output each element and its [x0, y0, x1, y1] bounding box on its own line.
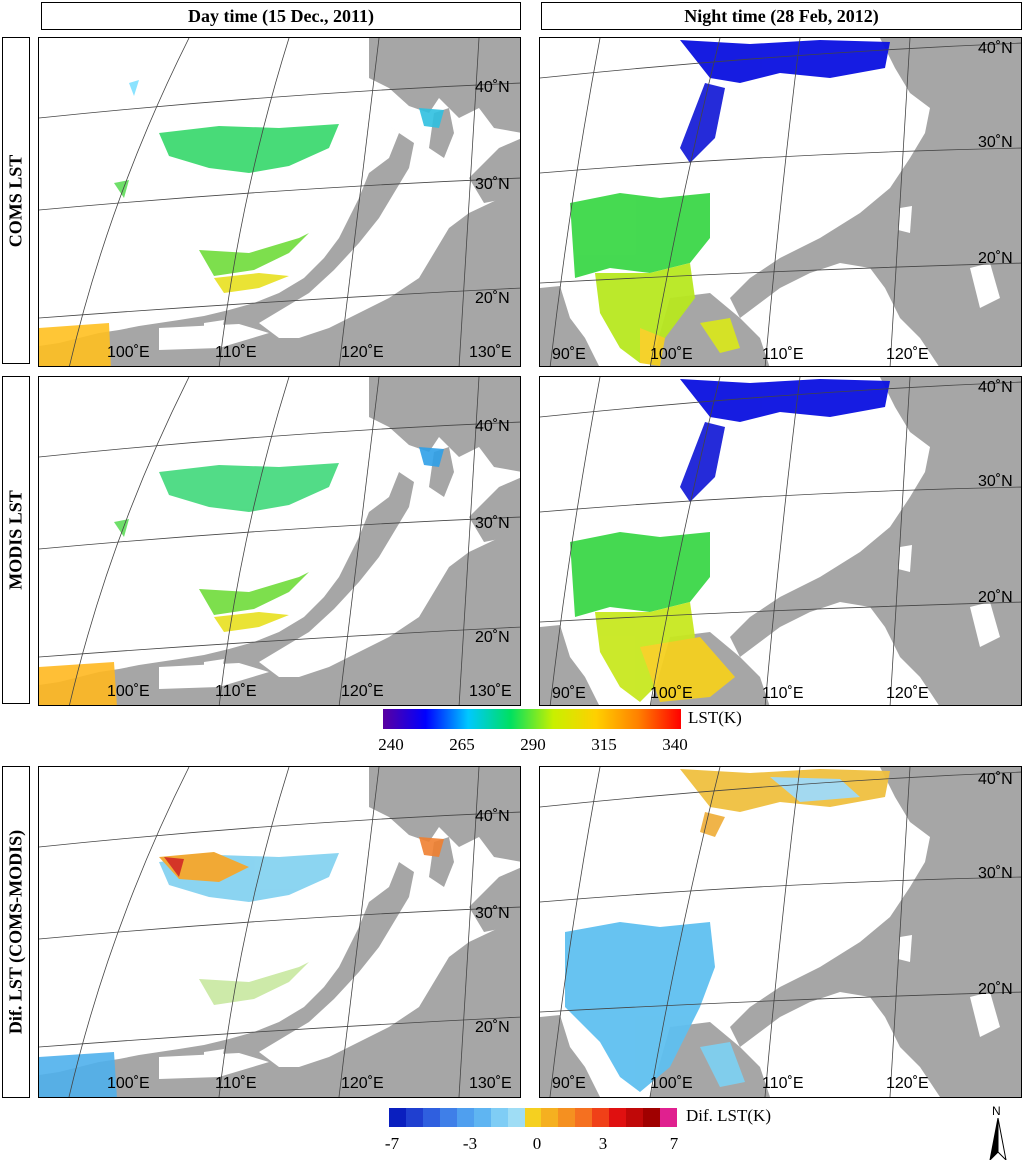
- colorbar-dif-swatch: [558, 1108, 576, 1127]
- day-dif-lat-20: 20˚N: [475, 1019, 510, 1036]
- night-coms-lon-100: 100˚E: [650, 346, 693, 363]
- day-coms-lon-100: 100˚E: [107, 344, 150, 361]
- day-coms-lon-110: 110˚E: [215, 344, 257, 361]
- day-modis-lat-40: 40˚N: [475, 418, 510, 435]
- colorbar-dif-swatch: [490, 1108, 508, 1127]
- colorbar-dif-swatch: [456, 1108, 474, 1127]
- day-coms-lat-30: 30˚N: [475, 176, 510, 193]
- colorbar-dif-swatch: [405, 1108, 423, 1127]
- night-coms-lat-30: 30˚N: [978, 134, 1013, 151]
- row-header-dif: Dif. LST (COMS-MODIS): [2, 766, 30, 1098]
- row-header-modis-label: MODIS LST: [5, 490, 26, 590]
- day-modis-lon-120: 120˚E: [341, 683, 384, 700]
- day-modis-lon-130: 130˚E: [469, 683, 512, 700]
- night-dif-lon-120: 120˚E: [886, 1075, 929, 1092]
- colorbar-lst-title: LST(K): [688, 708, 742, 727]
- row-header-dif-label: Dif. LST (COMS-MODIS): [5, 829, 26, 1035]
- map-day-modis: 40˚N 30˚N 20˚N 100˚E 110˚E 120˚E 130˚E: [38, 376, 521, 706]
- colorbar-dif-swatch: [541, 1108, 559, 1127]
- row-header-coms-label: COMS LST: [5, 154, 26, 247]
- night-modis-lat-30: 30˚N: [978, 473, 1013, 490]
- day-dif-lon-120: 120˚E: [341, 1075, 384, 1092]
- night-coms-lon-90: 90˚E: [552, 346, 586, 363]
- north-arrow-icon: [989, 1118, 1007, 1160]
- night-dif-lat-40: 40˚N: [978, 771, 1013, 788]
- colorbar-dif-swatch: [626, 1108, 644, 1127]
- night-dif-lon-100: 100˚E: [650, 1075, 693, 1092]
- map-day-coms: 40˚N 30˚N 20˚N 100˚E 110˚E 120˚E 130˚E: [38, 37, 521, 367]
- colorbar-dif-swatch: [507, 1108, 525, 1127]
- colorbar-dif-tick-7: 7: [669, 1134, 679, 1153]
- colorbar-dif-swatch: [643, 1108, 660, 1127]
- day-coms-lat-20: 20˚N: [475, 290, 510, 307]
- row-header-modis: MODIS LST: [2, 376, 30, 704]
- colorbar-dif-tick-minus7: -7: [384, 1134, 400, 1153]
- colorbar-dif-swatch: [524, 1108, 542, 1127]
- colorbar-lst-tick-340: 340: [662, 735, 688, 754]
- colorbar-dif-swatch: [439, 1108, 457, 1127]
- map-day-dif: 40˚N 30˚N 20˚N 100˚E 110˚E 120˚E 130˚E: [38, 766, 521, 1098]
- day-dif-lat-30: 30˚N: [475, 905, 510, 922]
- day-modis-lat-20: 20˚N: [475, 629, 510, 646]
- colorbar-lst-tick-315: 315: [591, 735, 617, 754]
- colorbar-dif-tick-3: 3: [598, 1134, 608, 1153]
- colorbar-dif-tick-minus3: -3: [462, 1134, 478, 1153]
- night-coms-lat-40: 40˚N: [978, 40, 1013, 57]
- night-dif-lon-110: 110˚E: [762, 1075, 804, 1092]
- night-modis-lon-100: 100˚E: [650, 685, 693, 702]
- colorbar-dif-tick-0: 0: [532, 1134, 542, 1153]
- row-header-coms: COMS LST: [2, 37, 30, 364]
- colorbar-lst-tick-290: 290: [520, 735, 546, 754]
- column-header-day: Day time (15 Dec., 2011): [41, 2, 521, 30]
- day-coms-lat-40: 40˚N: [475, 79, 510, 96]
- night-coms-lon-110: 110˚E: [762, 346, 804, 363]
- column-header-night: Night time (28 Feb, 2012): [541, 2, 1022, 30]
- night-dif-lat-30: 30˚N: [978, 865, 1013, 882]
- colorbar-lst-tick-265: 265: [449, 735, 475, 754]
- night-modis-lon-110: 110˚E: [762, 685, 804, 702]
- day-coms-lon-130: 130˚E: [469, 344, 512, 361]
- colorbar-dif-swatch: [575, 1108, 593, 1127]
- night-modis-lon-90: 90˚E: [552, 685, 586, 702]
- day-coms-lon-120: 120˚E: [341, 344, 384, 361]
- night-modis-lat-40: 40˚N: [978, 379, 1013, 396]
- night-coms-lon-120: 120˚E: [886, 346, 929, 363]
- map-night-modis: 40˚N 30˚N 20˚N 90˚E 100˚E 110˚E 120˚E: [539, 376, 1022, 706]
- night-dif-lon-90: 90˚E: [552, 1075, 586, 1092]
- night-dif-lat-20: 20˚N: [978, 981, 1013, 998]
- colorbar-lst: [383, 709, 681, 729]
- colorbar-dif-swatch: [609, 1108, 627, 1127]
- night-modis-lat-20: 20˚N: [978, 589, 1013, 606]
- day-dif-lat-40: 40˚N: [475, 808, 510, 825]
- day-dif-lon-100: 100˚E: [107, 1075, 150, 1092]
- colorbar-dif-swatch: [422, 1108, 440, 1127]
- day-dif-lon-110: 110˚E: [215, 1075, 257, 1092]
- day-modis-lon-110: 110˚E: [215, 683, 257, 700]
- night-modis-lon-120: 120˚E: [886, 685, 929, 702]
- map-night-dif: 40˚N 30˚N 20˚N 90˚E 100˚E 110˚E 120˚E: [539, 766, 1022, 1098]
- night-coms-lat-20: 20˚N: [978, 250, 1013, 267]
- map-night-coms: 40˚N 30˚N 20˚N 90˚E 100˚E 110˚E 120˚E: [539, 37, 1022, 367]
- colorbar-dif-swatch: [592, 1108, 610, 1127]
- colorbar-lst-tick-240: 240: [378, 735, 404, 754]
- north-label: N: [992, 1104, 1001, 1118]
- colorbar-dif-swatch: [660, 1108, 677, 1127]
- day-modis-lon-100: 100˚E: [107, 683, 150, 700]
- colorbar-dif: [389, 1108, 677, 1127]
- colorbar-dif-swatch: [389, 1108, 406, 1127]
- day-dif-lon-130: 130˚E: [469, 1075, 512, 1092]
- day-modis-lat-30: 30˚N: [475, 515, 510, 532]
- colorbar-dif-title: Dif. LST(K): [686, 1106, 771, 1125]
- colorbar-dif-swatch: [473, 1108, 491, 1127]
